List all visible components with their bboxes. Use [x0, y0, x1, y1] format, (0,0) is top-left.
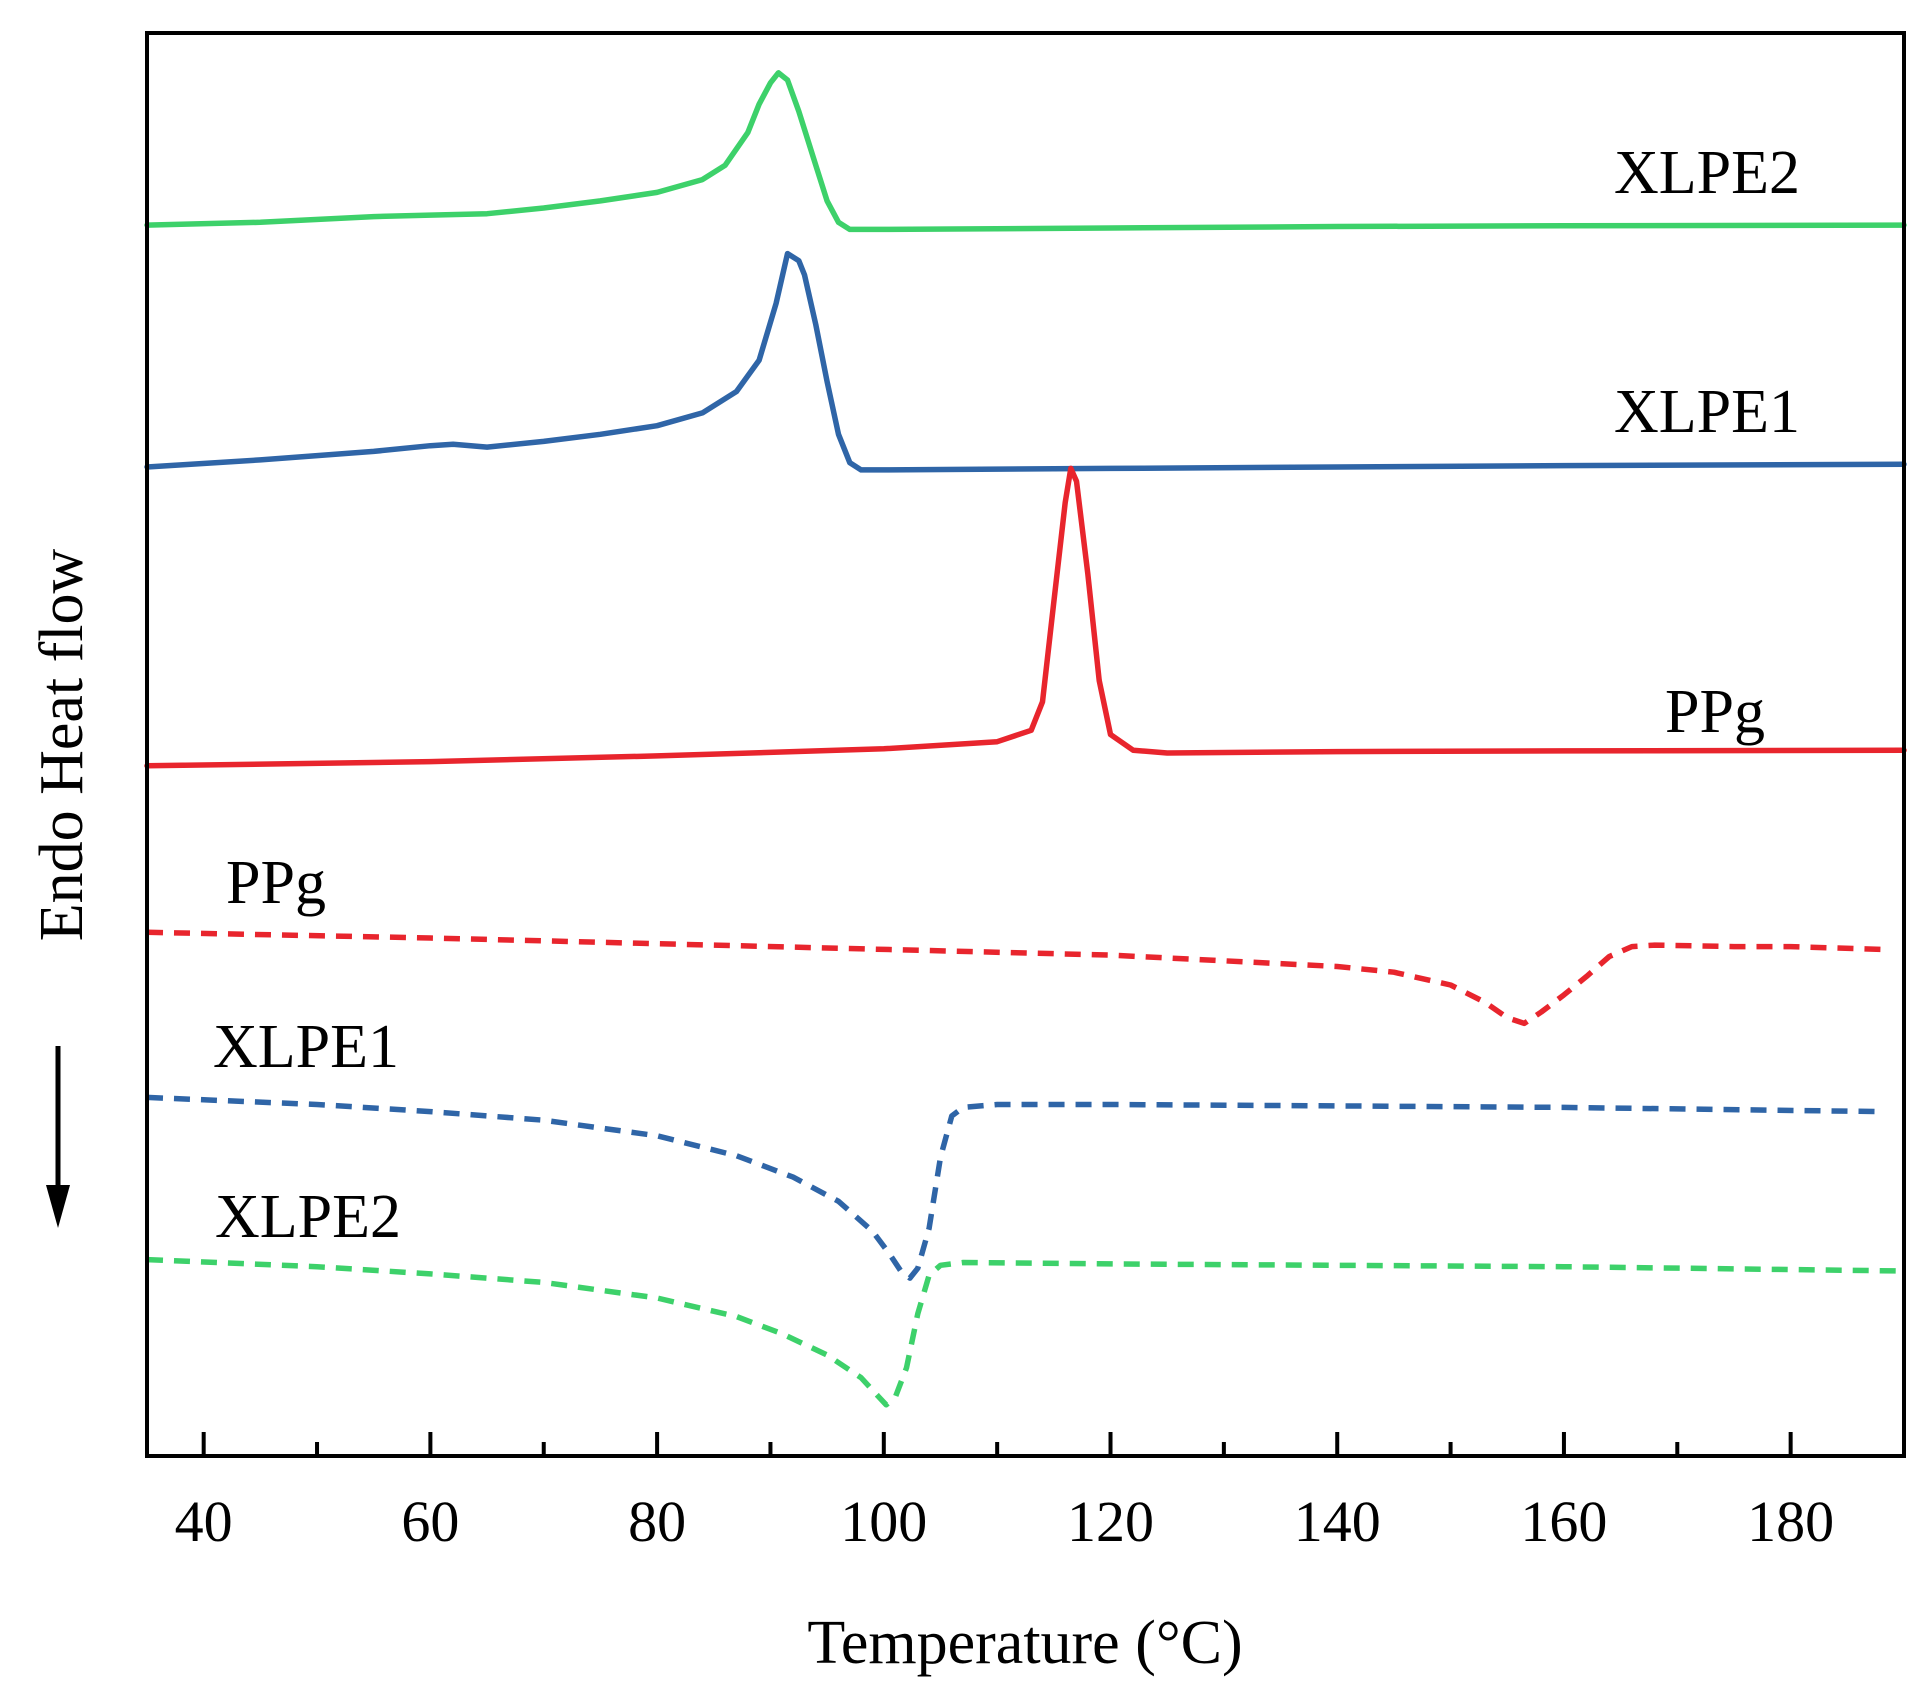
x-tick-label: 180: [1747, 1489, 1834, 1554]
series-xlpe2-solid: [144, 70, 1907, 233]
curve-label-xlpe2: XLPE2: [1614, 139, 1800, 207]
series-ppg-solid: [144, 465, 1907, 769]
x-tick-label: 60: [401, 1489, 459, 1554]
curve-labels: XLPE2 XLPE1 PPg PPg XLPE1 XLPE2: [213, 139, 1800, 1251]
curve-label-ppg: PPg: [1665, 678, 1765, 746]
x-axis-ticks: [201, 1432, 1906, 1456]
plot-frame: [145, 31, 1906, 1458]
curve-label-xlpe1: XLPE1: [1614, 378, 1800, 446]
series-xlpe1-dashed: [146, 1094, 1882, 1281]
curve-label-xlpe2: XLPE2: [215, 1183, 401, 1251]
y-axis-title: Endo Heat flow: [28, 549, 96, 942]
x-tick-label: 120: [1067, 1489, 1154, 1554]
series-ppg-dashed: [146, 929, 1882, 1027]
x-axis-title: Temperature (°C): [807, 1609, 1242, 1677]
arrow-head-icon: [46, 1185, 70, 1228]
x-axis-tick-labels: 40 60 80 100 120 140 160 180: [175, 1489, 1834, 1554]
x-tick-label: 100: [840, 1489, 927, 1554]
curves-group: [144, 70, 1907, 1408]
x-tick-label: 40: [175, 1489, 233, 1554]
curve-label-xlpe1: XLPE1: [213, 1013, 399, 1081]
series-xlpe2-dashed: [146, 1256, 1905, 1408]
series-xlpe1-solid: [144, 250, 1907, 473]
x-tick-label: 160: [1520, 1489, 1607, 1554]
x-tick-label: 80: [628, 1489, 686, 1554]
endo-direction-arrow: [46, 1046, 70, 1228]
curve-label-ppg: PPg: [226, 849, 326, 917]
x-tick-label: 140: [1294, 1489, 1381, 1554]
